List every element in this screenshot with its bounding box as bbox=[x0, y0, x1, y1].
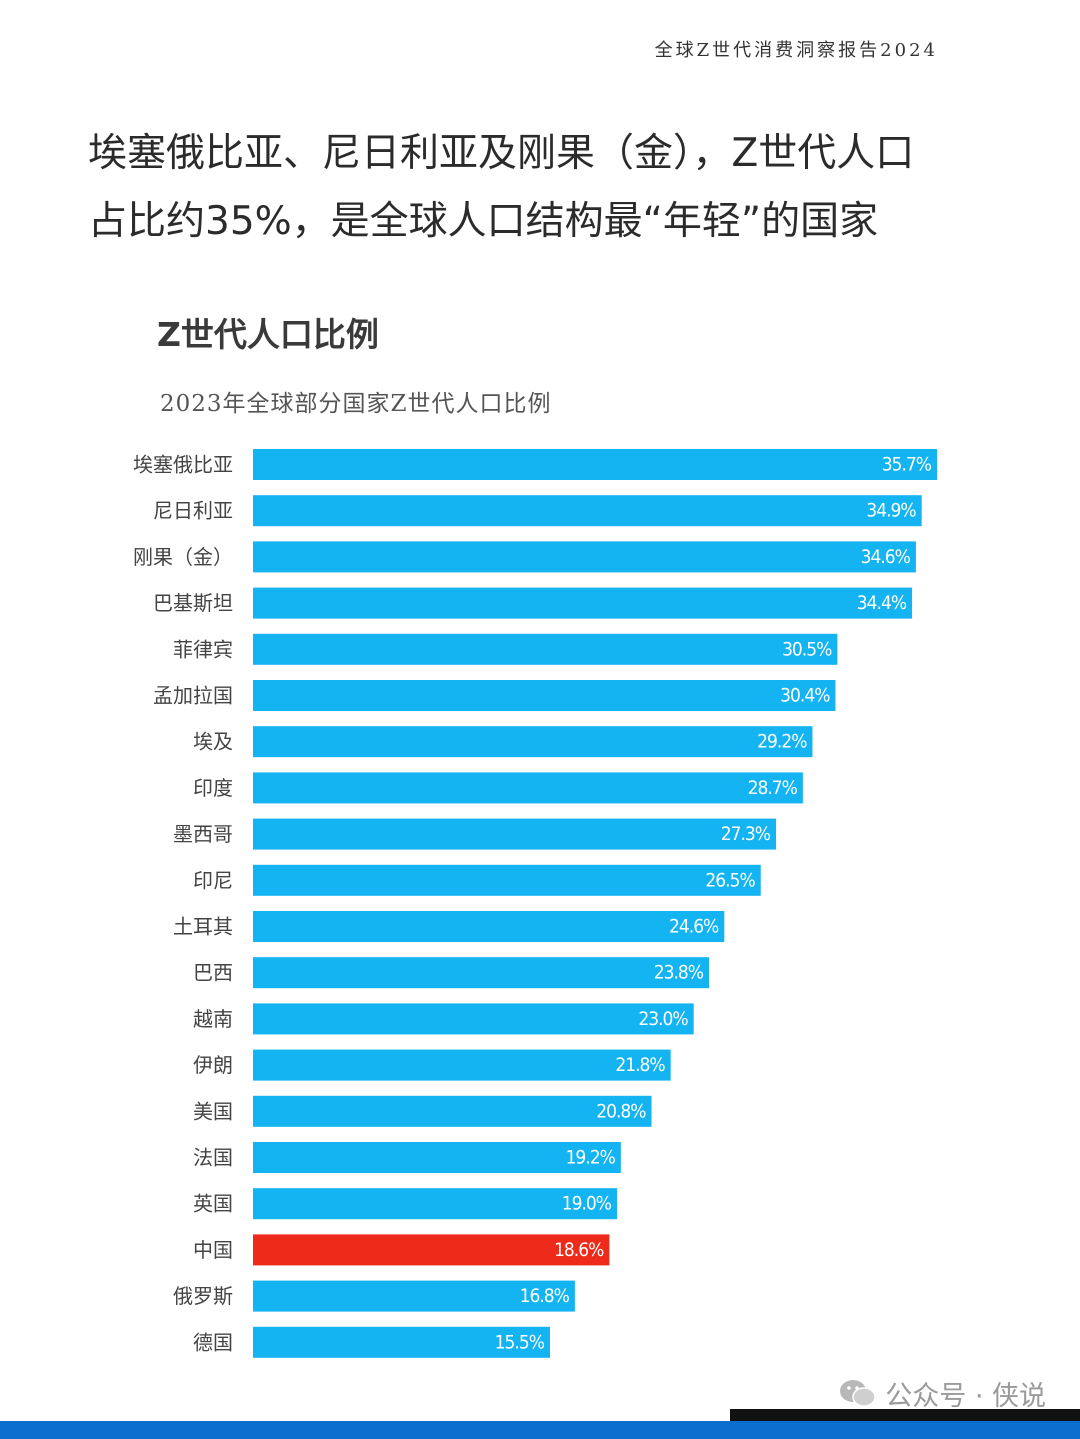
data-label: 16.8% bbox=[520, 1285, 570, 1307]
category-label: 埃及 bbox=[193, 730, 233, 754]
data-label: 29.2% bbox=[757, 731, 807, 753]
wechat-icon bbox=[840, 1379, 876, 1407]
category-label: 德国 bbox=[193, 1330, 233, 1354]
bar bbox=[253, 587, 913, 619]
bar bbox=[253, 864, 761, 896]
watermark: 公众号 · 侠说 bbox=[839, 1374, 1046, 1413]
data-label: 24.6% bbox=[669, 916, 719, 938]
data-label: 34.6% bbox=[861, 546, 911, 568]
category-label: 俄罗斯 bbox=[173, 1284, 233, 1308]
bar bbox=[253, 1188, 618, 1220]
data-label: 26.5% bbox=[705, 869, 755, 891]
category-label: 尼日利亚 bbox=[153, 499, 233, 523]
data-label: 15.5% bbox=[495, 1331, 545, 1353]
bar bbox=[253, 818, 777, 850]
bar bbox=[253, 957, 709, 989]
data-label: 34.9% bbox=[866, 500, 916, 522]
category-label: 墨西哥 bbox=[173, 822, 233, 846]
bar bbox=[253, 1049, 671, 1081]
bar bbox=[253, 1003, 694, 1035]
bar bbox=[253, 1234, 610, 1266]
data-label: 19.2% bbox=[566, 1147, 616, 1169]
category-label: 越南 bbox=[193, 1007, 233, 1031]
page-headline: 埃塞俄比亚、尼日利亚及刚果（金），Z世代人口 占比约35%，是全球人口结构最“年… bbox=[88, 120, 988, 256]
category-label: 土耳其 bbox=[173, 915, 233, 939]
data-label: 28.7% bbox=[748, 777, 798, 799]
bar bbox=[253, 911, 725, 942]
chart-heading: Z世代人口比例 bbox=[157, 315, 379, 354]
bar bbox=[253, 726, 813, 758]
category-label: 美国 bbox=[193, 1099, 233, 1123]
category-label: 印尼 bbox=[193, 868, 233, 892]
bar bbox=[253, 680, 836, 711]
category-label: 巴西 bbox=[193, 961, 233, 985]
bar bbox=[253, 772, 803, 804]
headline-line-1: 埃塞俄比亚、尼日利亚及刚果（金），Z世代人口 bbox=[88, 131, 915, 176]
category-label: 菲律宾 bbox=[173, 637, 233, 661]
category-label: 伊朗 bbox=[193, 1053, 233, 1077]
category-label: 刚果（金） bbox=[133, 545, 233, 569]
report-title: 全球Z世代消费洞察报告2024 bbox=[654, 40, 938, 61]
category-label: 巴基斯坦 bbox=[153, 591, 233, 615]
footer-accent-bar bbox=[730, 1409, 1080, 1421]
chart-subtitle: 2023年全球部分国家Z世代人口比例 bbox=[160, 391, 552, 417]
bar bbox=[253, 1142, 621, 1173]
category-label: 印度 bbox=[193, 776, 233, 800]
data-label: 23.8% bbox=[654, 962, 704, 984]
data-label: 27.3% bbox=[721, 823, 771, 845]
bar bbox=[253, 449, 937, 480]
bar bbox=[253, 1326, 550, 1358]
data-label: 23.0% bbox=[638, 1008, 688, 1030]
category-label: 孟加拉国 bbox=[153, 684, 233, 708]
data-label: 30.5% bbox=[782, 638, 832, 660]
data-label: 18.6% bbox=[554, 1239, 604, 1261]
watermark-text: 公众号 · 侠说 bbox=[885, 1381, 1046, 1412]
category-label: 法国 bbox=[193, 1146, 233, 1170]
category-label: 中国 bbox=[193, 1238, 233, 1262]
category-label: 埃塞俄比亚 bbox=[133, 453, 233, 477]
data-label: 34.4% bbox=[857, 592, 907, 614]
category-label: 英国 bbox=[193, 1192, 233, 1216]
data-label: 35.7% bbox=[882, 454, 932, 476]
data-label: 30.4% bbox=[780, 685, 830, 707]
headline-line-2: 占比约35%，是全球人口结构最“年轻”的国家 bbox=[88, 199, 879, 244]
bar bbox=[253, 633, 838, 665]
bar bbox=[253, 495, 922, 527]
bar bbox=[253, 541, 916, 573]
data-label: 21.8% bbox=[615, 1054, 665, 1076]
footer-bar bbox=[0, 1421, 1080, 1439]
bar bbox=[253, 1095, 652, 1127]
data-label: 20.8% bbox=[596, 1100, 646, 1122]
data-label: 19.0% bbox=[562, 1193, 612, 1215]
bar bbox=[253, 1280, 575, 1312]
